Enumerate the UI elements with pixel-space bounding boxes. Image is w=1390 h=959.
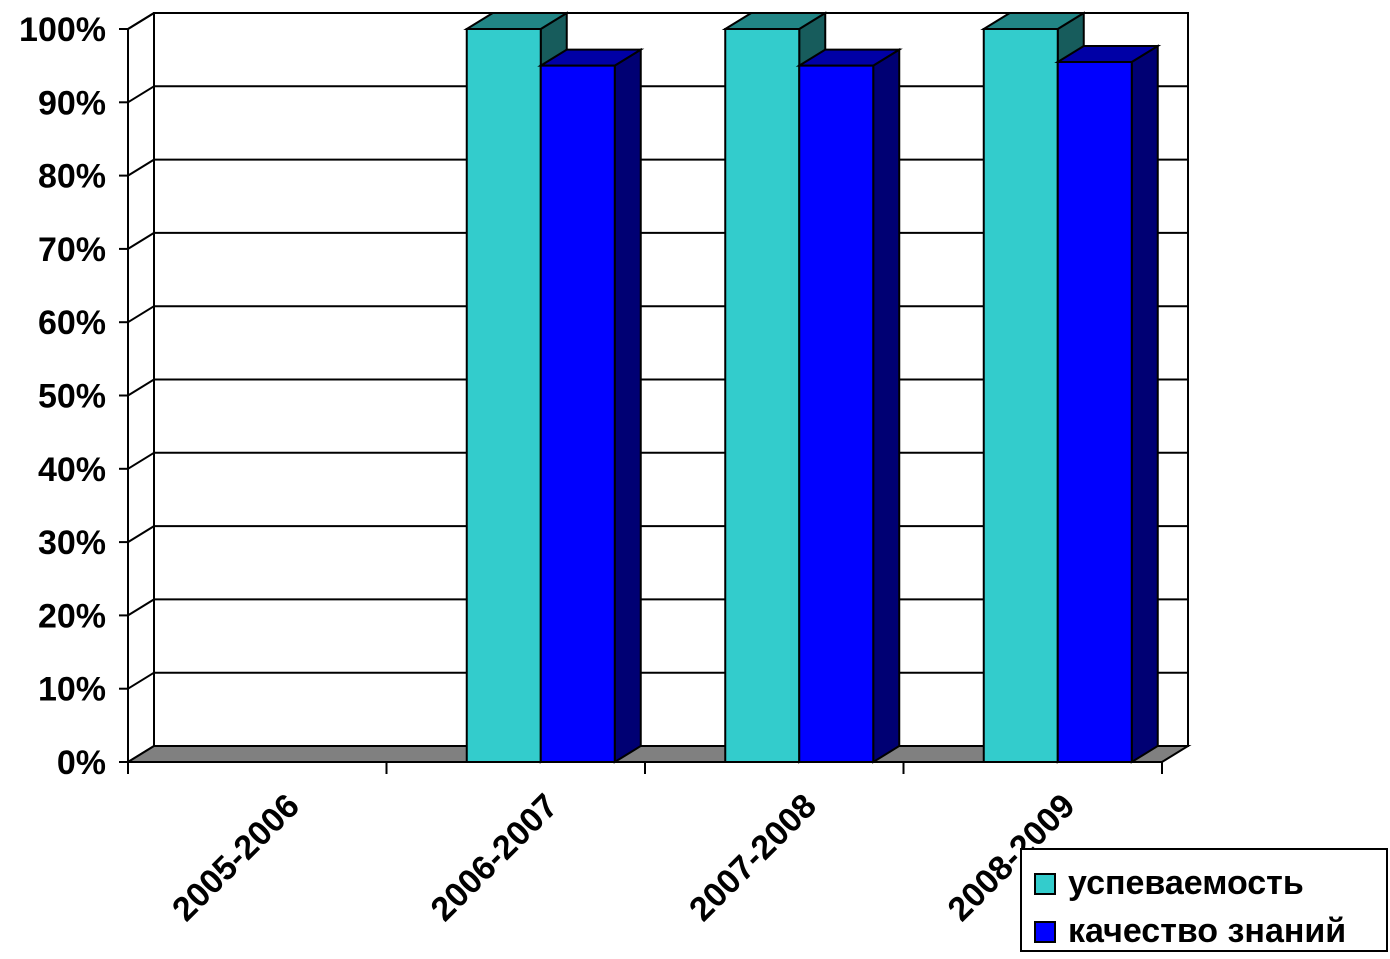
bar [798, 64, 875, 763]
x-tick-label: 2007-2008 [682, 787, 824, 929]
legend-item-quality: качество знаний [1034, 912, 1346, 951]
bar [465, 28, 542, 763]
y-tick-label: 0% [57, 744, 106, 782]
legend-label-success: успеваемость [1068, 864, 1304, 902]
side-gridline [127, 598, 155, 617]
side-gridline [127, 525, 155, 543]
side-wall-top [127, 12, 155, 30]
y-tick-label: 50% [38, 378, 106, 416]
side-gridline [127, 85, 155, 104]
y-tick-label: 90% [38, 84, 106, 122]
bar [982, 28, 1059, 763]
y-tick-label: 20% [38, 597, 106, 635]
side-gridline [127, 158, 155, 177]
y-tick-label: 30% [38, 524, 106, 562]
y-tick-label: 70% [38, 231, 106, 269]
side-gridline [127, 451, 155, 470]
side-gridline [127, 378, 155, 397]
y-tick-label: 80% [38, 158, 106, 196]
y-tick-label: 60% [38, 304, 106, 342]
x-tick-label: 2005-2006 [165, 787, 307, 929]
y-tick-label: 40% [38, 451, 106, 489]
bar-side [1130, 44, 1159, 764]
legend-swatch-success [1034, 872, 1056, 895]
legend: успеваемость качество знаний [1020, 848, 1388, 952]
bar [724, 28, 801, 763]
bar-side [613, 47, 642, 764]
side-gridline [127, 671, 155, 690]
legend-swatch-quality [1034, 920, 1056, 943]
legend-item-success: успеваемость [1034, 864, 1304, 903]
x-tick-label: 2006-2007 [424, 787, 566, 929]
side-gridline [127, 232, 155, 250]
bar [1056, 60, 1133, 764]
y-tick-label: 10% [38, 671, 106, 709]
side-gridline [127, 305, 155, 324]
y-tick-label: 100% [19, 11, 106, 49]
legend-label-quality: качество знаний [1068, 912, 1347, 950]
bar-side [872, 47, 901, 764]
bar [539, 64, 616, 763]
